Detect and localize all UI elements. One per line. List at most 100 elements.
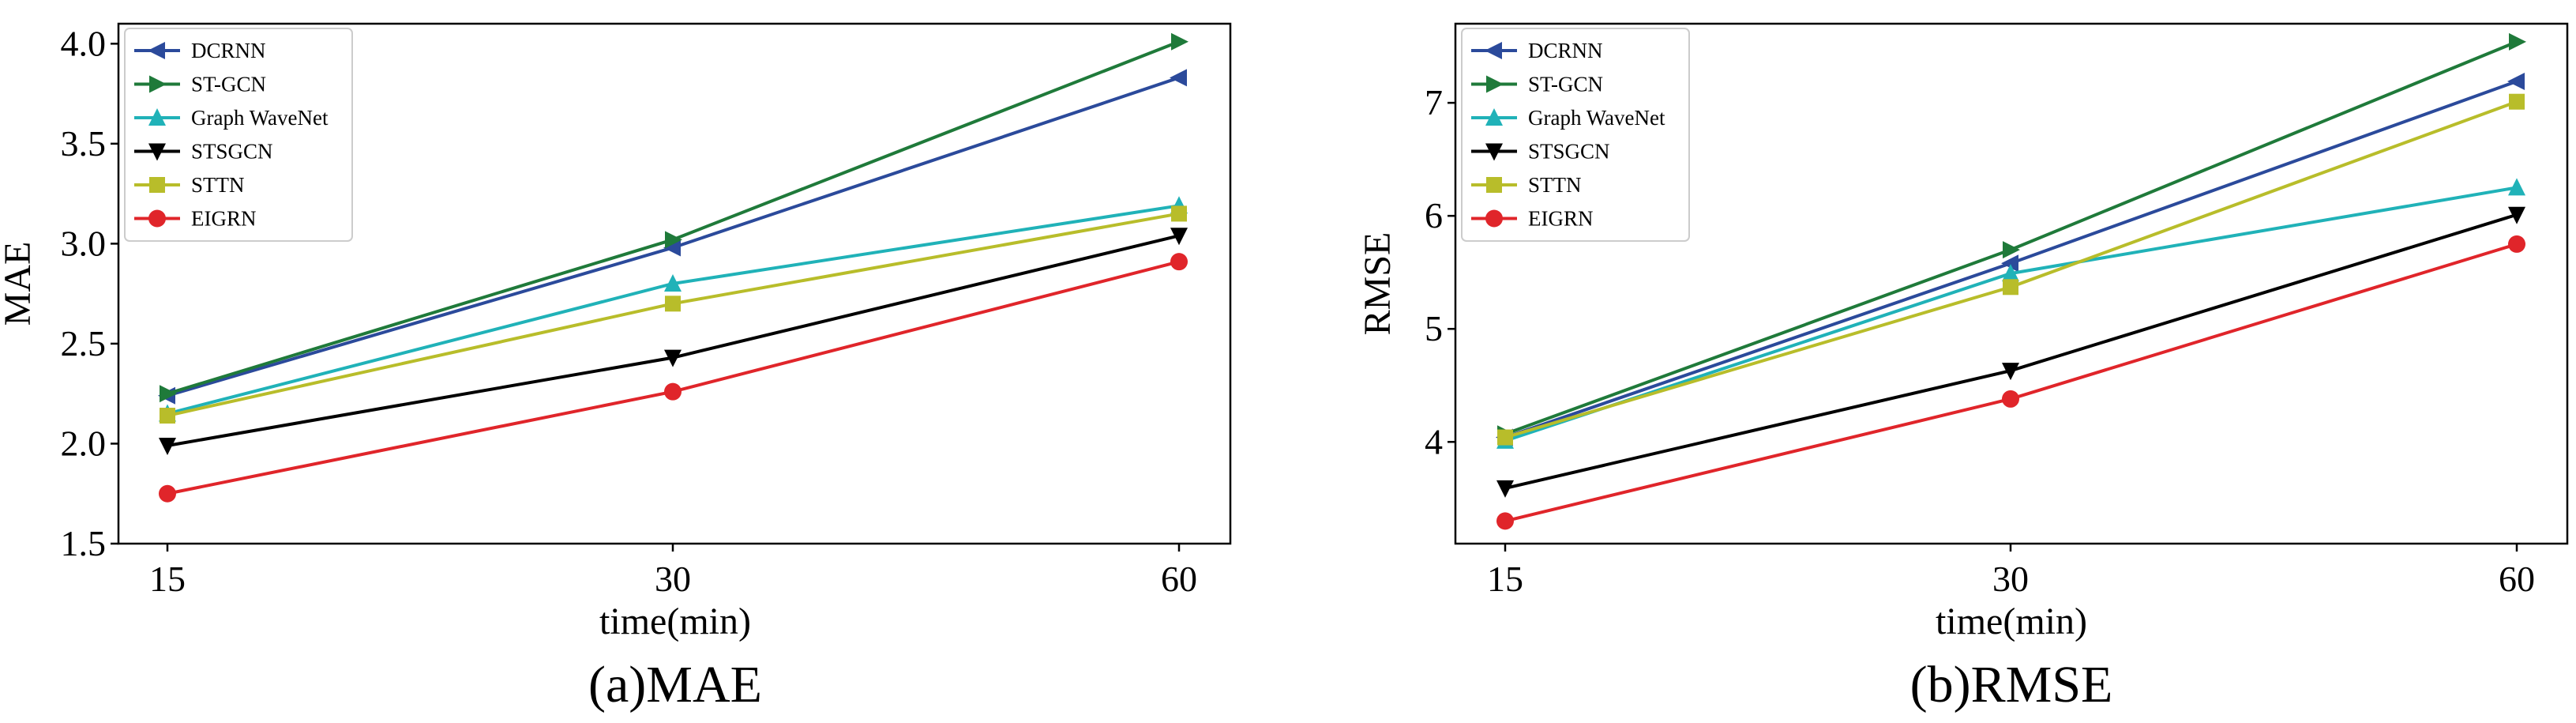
legend-marker [1485, 209, 1503, 228]
data-point [2509, 93, 2525, 110]
legend-label: DCRNN [1528, 39, 1603, 62]
x-tick-label: 15 [149, 559, 186, 599]
y-tick-label: 3.0 [61, 223, 107, 263]
series-sttn [160, 205, 1187, 424]
series-eigrn [1496, 235, 2525, 530]
legend-item: DCRNN [134, 39, 266, 62]
data-point [160, 385, 177, 403]
series-st-gcn [160, 32, 1188, 403]
legend-item: ST-GCN [1471, 73, 1603, 96]
legend-label: EIGRN [1528, 207, 1594, 231]
data-point [2001, 254, 2018, 273]
series-eigrn [159, 253, 1188, 503]
legend-marker [148, 42, 165, 59]
x-tick-label: 60 [1161, 559, 1197, 599]
legend-item: EIGRN [1471, 207, 1594, 231]
data-point [2002, 264, 2019, 282]
legend-label: Graph WaveNet [1528, 106, 1665, 130]
legend: DCRNN ST-GCN Graph WaveNet STSGCN STTN EIGRN [1461, 28, 1690, 242]
series-stsgcn [1496, 206, 2525, 498]
plot-area-frame [117, 22, 1232, 545]
y-tick-label: 2.5 [61, 323, 107, 363]
data-point [2508, 206, 2525, 224]
legend-label: EIGRN [191, 207, 257, 231]
legend-item: Graph WaveNet [134, 106, 329, 130]
y-tick-label: 3.5 [61, 123, 107, 164]
data-point [159, 437, 176, 455]
x-axis-label: time(min) [599, 601, 751, 642]
data-point [2509, 32, 2526, 51]
x-tick-label: 15 [1487, 559, 1523, 599]
data-point [1171, 32, 1188, 51]
series-line [167, 234, 1180, 447]
legend-item: STTN [134, 173, 245, 197]
y-tick-label: 7 [1425, 82, 1443, 122]
chart-panel-mae: 1.5 2.0 2.5 3.0 3.5 4.0 15 30 60 time(min) MAE (a)M… [0, 22, 1232, 714]
series-line [1504, 213, 2518, 490]
data-point [1170, 253, 1188, 271]
y-axis-label: MAE [0, 242, 39, 326]
legend-label: STTN [1528, 173, 1582, 197]
legend-marker [148, 108, 166, 126]
data-point [1170, 228, 1188, 246]
legend-marker [1485, 143, 1503, 161]
legend-label: Graph WaveNet [191, 106, 329, 130]
legend-marker [149, 177, 165, 193]
data-point [663, 239, 681, 257]
legend-label: STTN [191, 173, 245, 197]
chart-panel-rmse: 4 5 6 7 15 30 60 time(min) RMSE (b)RMSE DCRNN ST-GC… [1357, 22, 2569, 714]
data-point [664, 382, 682, 401]
x-tick-label: 60 [2499, 559, 2535, 599]
x-tick-label: 30 [655, 559, 691, 599]
legend-item: STTN [1471, 173, 1582, 197]
data-point [160, 408, 175, 424]
data-point [1170, 69, 1187, 87]
legend-marker [1486, 75, 1504, 93]
legend: DCRNN ST-GCN Graph WaveNet STSGCN STTN EIGRN [124, 28, 353, 242]
y-tick-label: 2.0 [61, 423, 107, 463]
legend-marker [148, 143, 166, 161]
data-point [664, 349, 682, 367]
legend-label: STSGCN [191, 140, 273, 164]
y-tick-label: 4.0 [61, 23, 107, 63]
y-tick-label: 1.5 [61, 523, 107, 563]
legend-item: DCRNN [1471, 39, 1603, 62]
data-point [1497, 429, 1513, 446]
legend-marker [1485, 108, 1503, 126]
data-point [1171, 205, 1187, 222]
data-point [664, 274, 682, 292]
y-tick-label: 6 [1425, 195, 1443, 235]
data-point [1496, 512, 1514, 530]
data-point [2508, 235, 2525, 253]
data-point [665, 231, 682, 249]
legend-marker [1485, 42, 1502, 59]
legend-box [1461, 28, 1690, 242]
legend-item: EIGRN [134, 207, 257, 231]
data-point [2003, 241, 2020, 259]
data-point [159, 484, 176, 503]
legend-box [124, 28, 353, 242]
legend-item: ST-GCN [134, 73, 266, 96]
x-tick-label: 30 [1992, 559, 2029, 599]
y-tick-label: 5 [1425, 308, 1443, 348]
panel-caption: (a)MAE [588, 656, 762, 714]
legend-label: STSGCN [1528, 140, 1610, 164]
data-point [1496, 480, 1514, 498]
legend-label: ST-GCN [191, 73, 266, 96]
y-axis-label: RMSE [1357, 232, 1399, 336]
legend-item: Graph WaveNet [1471, 106, 1665, 130]
data-point [2002, 363, 2019, 381]
data-point [665, 296, 681, 312]
series-stsgcn [159, 228, 1188, 455]
data-point [2507, 72, 2525, 90]
data-point [2003, 279, 2018, 296]
legend-marker [148, 209, 166, 228]
legend-item: STSGCN [134, 140, 273, 164]
legend-label: DCRNN [191, 39, 266, 62]
legend-item: STSGCN [1471, 140, 1610, 164]
legend-marker [149, 75, 167, 93]
y-tick-label: 4 [1425, 421, 1443, 461]
data-point [2002, 390, 2019, 408]
legend-label: ST-GCN [1528, 73, 1603, 96]
